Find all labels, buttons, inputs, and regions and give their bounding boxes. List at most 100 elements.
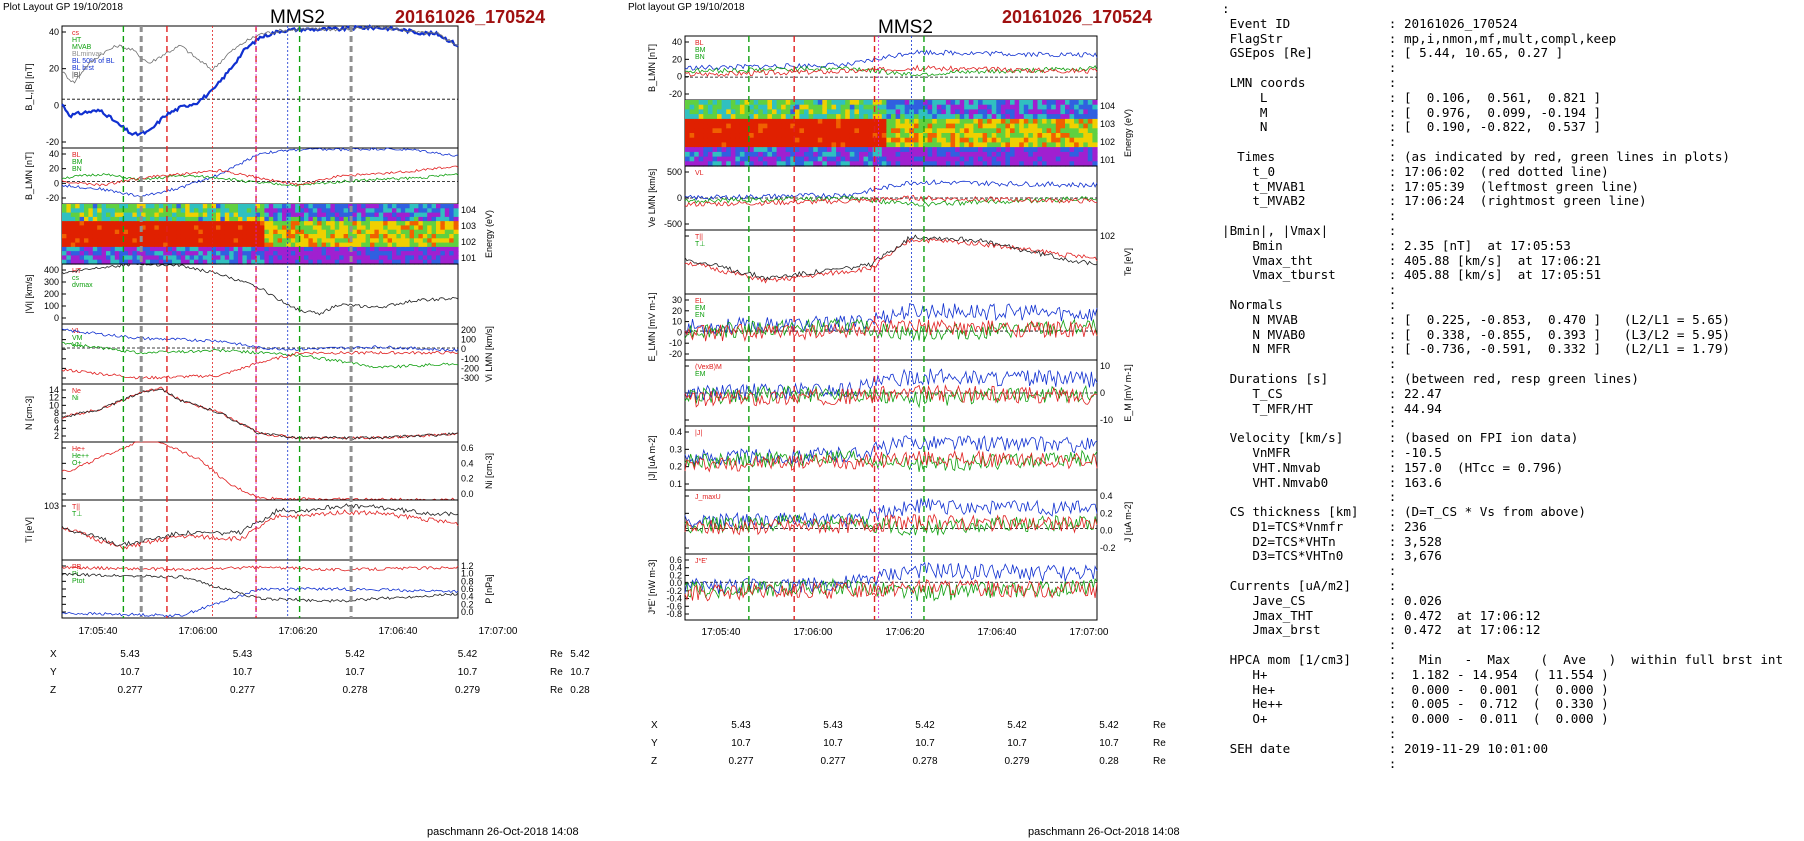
heatmap-cell xyxy=(106,242,111,248)
heatmap-cell xyxy=(365,229,371,235)
heatmap-cell xyxy=(431,225,437,231)
heatmap-cell xyxy=(75,216,81,222)
heatmap-cell xyxy=(950,114,956,120)
heatmap-cell xyxy=(101,216,107,222)
heatmap-cell xyxy=(422,234,428,239)
heatmap-cell xyxy=(163,246,169,252)
heatmap-cell xyxy=(194,238,199,244)
heatmap-cell xyxy=(224,208,230,214)
heatmap-cell xyxy=(881,128,887,134)
heatmap-cell xyxy=(150,246,155,252)
heatmap-cell xyxy=(694,100,700,106)
heatmap-cell xyxy=(356,251,362,256)
heatmap-cell xyxy=(859,118,865,125)
heatmap-cell xyxy=(891,118,897,125)
heatmap-cell xyxy=(167,204,173,209)
heatmap-cell xyxy=(973,118,979,125)
heatmap-cell xyxy=(868,104,874,110)
heatmap-cell xyxy=(950,151,956,158)
heatmap-cell xyxy=(685,147,691,153)
heatmap-cell xyxy=(923,123,929,129)
heatmap-cell xyxy=(123,221,129,226)
heatmap-cell xyxy=(414,229,419,235)
heatmap-cell xyxy=(959,114,965,120)
heatmap-cell xyxy=(123,229,129,235)
heatmap-cell xyxy=(92,229,98,235)
heatmap-cell xyxy=(904,128,910,134)
info-line: Currents [uA/m2] : xyxy=(1222,578,1397,594)
heatmap-cell xyxy=(822,100,828,106)
heatmap-cell xyxy=(330,216,336,222)
heatmap-cell xyxy=(436,238,441,244)
heatmap-cell xyxy=(185,242,191,248)
heatmap-cell xyxy=(101,246,107,252)
heatmap-cell xyxy=(817,109,823,115)
heatmap-cell xyxy=(304,259,309,265)
heatmap-cell xyxy=(304,208,309,214)
heatmap-cell xyxy=(444,208,450,214)
heatmap-cell xyxy=(1042,104,1048,110)
heatmap-cell xyxy=(145,225,151,231)
heatmap-cell xyxy=(255,242,261,248)
heatmap-cell xyxy=(923,118,929,125)
coord-value: 5.42 xyxy=(915,720,935,731)
heatmap-cell xyxy=(826,118,833,125)
heatmap-cell xyxy=(859,147,865,153)
heatmap-cell xyxy=(330,221,336,226)
heatmap-cell xyxy=(79,251,85,256)
heatmap-cell xyxy=(1042,133,1048,139)
heatmap-cell xyxy=(418,259,424,265)
heatmap-cell xyxy=(207,242,213,248)
heatmap-cell xyxy=(88,259,94,265)
heatmap-cell xyxy=(1087,100,1093,106)
heatmap-cell xyxy=(804,147,810,153)
heatmap-cell xyxy=(1087,156,1093,162)
heatmap-cell xyxy=(273,221,279,226)
heatmap-cell xyxy=(299,246,305,252)
heatmap-cell xyxy=(374,246,380,252)
coord-value: 10.7 xyxy=(731,738,751,749)
heatmap-cell xyxy=(75,246,81,252)
heatmap-cell xyxy=(198,216,204,222)
heatmap-cell xyxy=(941,151,947,158)
heatmap-cell xyxy=(308,212,314,218)
heatmap-cell xyxy=(343,255,349,261)
heatmap-cell xyxy=(845,114,851,120)
heatmap-cell xyxy=(1051,118,1057,125)
heatmap-cell xyxy=(317,242,323,248)
heatmap-cell xyxy=(189,225,195,231)
heatmap-cell xyxy=(996,137,1002,143)
heatmap-cell xyxy=(804,137,810,143)
panel-frame xyxy=(684,425,1098,491)
heatmap-cell xyxy=(92,204,98,209)
heatmap-cell xyxy=(804,114,810,120)
heatmap-cell xyxy=(881,133,887,139)
heatmap-cell xyxy=(772,118,778,125)
heatmap-cell xyxy=(991,151,997,158)
heatmap-cell xyxy=(167,212,173,218)
heatmap-cell xyxy=(923,137,929,143)
heatmap-cell xyxy=(689,114,695,120)
heatmap-cell xyxy=(255,234,261,239)
heatmap-cell xyxy=(703,151,709,158)
heatmap-cell xyxy=(185,229,191,235)
heatmap-cell xyxy=(955,161,961,167)
heatmap-cell xyxy=(409,216,415,222)
heatmap-cell xyxy=(1019,142,1025,148)
heatmap-cell xyxy=(229,255,235,261)
heatmap-cell xyxy=(370,251,375,256)
heatmap-cell xyxy=(264,229,270,235)
heatmap-cell xyxy=(392,255,397,261)
info-line: Jmax_brst : 0.472 at 17:06:12 xyxy=(1222,622,1541,638)
heatmap-cell xyxy=(836,118,842,125)
heatmap-cell xyxy=(950,156,956,162)
heatmap-cell xyxy=(92,259,98,265)
heatmap-cell xyxy=(1037,137,1043,143)
heatmap-cell xyxy=(872,104,878,110)
heatmap-cell xyxy=(251,216,257,222)
heatmap-cell xyxy=(772,104,778,110)
heatmap-cell xyxy=(176,229,182,235)
heatmap-cell xyxy=(790,156,796,162)
heatmap-cell xyxy=(877,156,883,162)
heatmap-cell xyxy=(927,151,933,158)
